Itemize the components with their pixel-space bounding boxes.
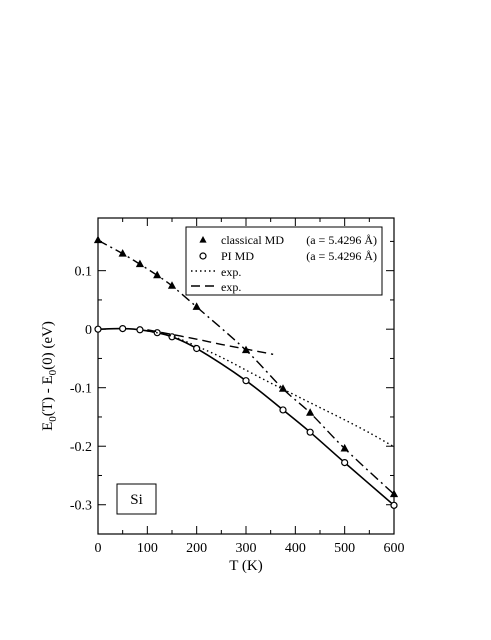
legend-param-classical-md: (a = 5.4296 Å) xyxy=(306,233,377,247)
data-point-classical-md xyxy=(192,302,201,310)
data-point-pi-md xyxy=(242,377,250,385)
legend-marker-classical-md xyxy=(199,236,207,243)
x-tick-label: 0 xyxy=(95,541,102,556)
plot-area: 0 100 200 300 400 500 600 -0.3 -0.2 -0.1 0 0.1 T (K)… xyxy=(40,217,405,574)
x-tick-label: 600 xyxy=(384,541,405,556)
panel-label: Si xyxy=(130,492,143,508)
series-line-classical-md xyxy=(97,239,395,495)
legend-label-exp-dashed: exp. xyxy=(221,280,241,294)
data-point-pi-md xyxy=(306,428,314,436)
data-point-pi-md xyxy=(136,326,144,334)
y-tick-label: 0.1 xyxy=(75,265,93,280)
x-tick-label: 100 xyxy=(137,541,158,556)
series-line-exp-dotted xyxy=(147,330,395,448)
y-tick-label: -0.1 xyxy=(70,382,92,397)
data-point-pi-md xyxy=(94,325,102,333)
y-tick-label: -0.3 xyxy=(70,499,92,514)
y-tick-label: -0.2 xyxy=(70,440,92,455)
legend-param-pi-md: (a = 5.4296 Å) xyxy=(306,249,377,263)
data-point-classical-md xyxy=(306,408,315,416)
data-point-classical-md xyxy=(340,443,349,452)
legend-marker-pi-md xyxy=(199,252,207,260)
data-point-pi-md xyxy=(193,344,201,353)
x-tick-label: 200 xyxy=(186,541,207,556)
data-point-classical-md xyxy=(167,281,177,289)
series-line-pi-md xyxy=(97,327,395,506)
panel-label-box xyxy=(116,483,157,515)
series-line-exp-dashed xyxy=(147,329,274,356)
x-axis-label: T (K) xyxy=(229,558,262,574)
data-point-pi-md xyxy=(119,325,127,333)
data-point-classical-md xyxy=(153,270,162,279)
data-point-classical-md xyxy=(278,384,288,392)
y-tick-label: 0 xyxy=(85,323,92,338)
data-point-classical-md xyxy=(135,259,145,268)
x-tick-label: 300 xyxy=(236,541,257,556)
data-point-pi-md xyxy=(390,501,398,509)
legend-label-exp-dotted: exp. xyxy=(221,265,241,279)
data-point-classical-md xyxy=(118,249,127,257)
legend-label-pi-md: PI MD xyxy=(221,249,254,263)
legend-box xyxy=(185,226,383,296)
data-point-classical-md xyxy=(93,235,103,244)
x-tick-label: 500 xyxy=(334,541,355,556)
legend-label-classical-md: classical MD xyxy=(221,233,284,247)
data-point-pi-md xyxy=(279,406,287,414)
x-tick-label: 400 xyxy=(285,541,306,556)
data-point-pi-md xyxy=(341,459,349,467)
y-axis-label: E0(T) - E0(0) (eV) xyxy=(40,321,59,431)
data-point-classical-md xyxy=(389,489,399,498)
